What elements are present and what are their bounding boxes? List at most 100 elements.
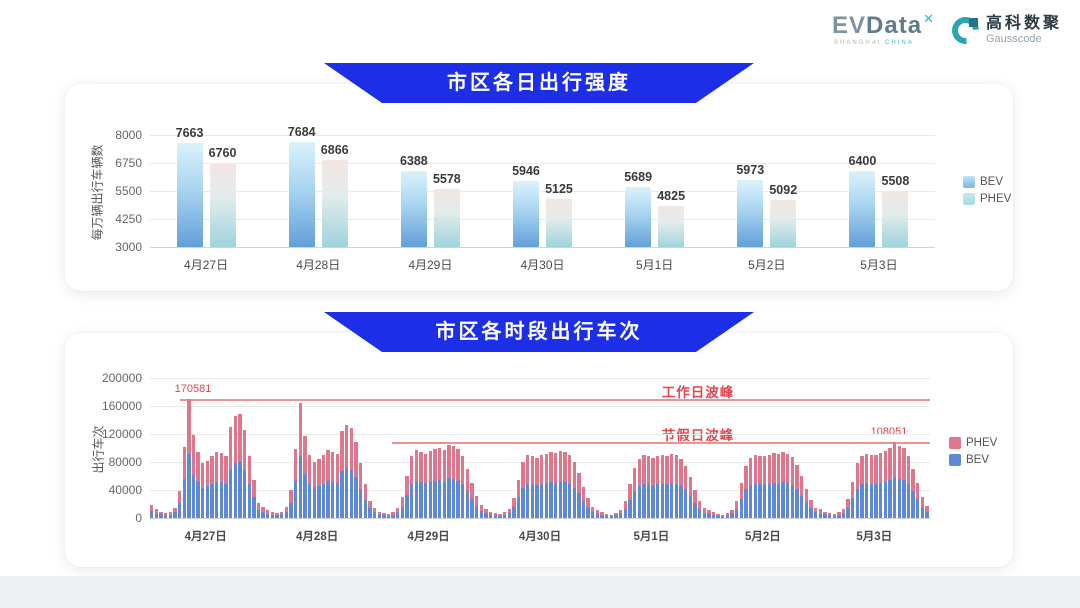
stacked-bar[interactable] — [906, 456, 911, 518]
stacked-bar[interactable] — [600, 512, 604, 518]
stacked-bar[interactable] — [632, 467, 637, 518]
stacked-bar[interactable] — [228, 427, 233, 518]
stacked-bar[interactable] — [312, 462, 316, 518]
stacked-bar[interactable] — [507, 508, 511, 518]
bev-bar[interactable] — [288, 142, 315, 247]
stacked-bar[interactable] — [461, 456, 465, 518]
stacked-bar[interactable] — [437, 448, 442, 518]
stacked-bar[interactable] — [911, 469, 915, 518]
stacked-bar[interactable] — [428, 450, 432, 518]
stacked-bar[interactable] — [233, 415, 237, 518]
stacked-bar[interactable] — [883, 450, 887, 518]
bev-bar[interactable] — [625, 186, 652, 247]
stacked-bar[interactable] — [841, 508, 846, 518]
stacked-bar[interactable] — [182, 447, 186, 518]
stacked-bar[interactable] — [577, 473, 581, 518]
phev-bar[interactable] — [209, 162, 236, 247]
stacked-bar[interactable] — [869, 455, 874, 518]
stacked-bar[interactable] — [804, 488, 809, 518]
stacked-bar[interactable] — [916, 483, 920, 518]
stacked-bar[interactable] — [897, 445, 901, 518]
phev-bar[interactable] — [658, 206, 685, 247]
stacked-bar[interactable] — [340, 430, 344, 519]
stacked-bar[interactable] — [530, 456, 535, 518]
stacked-bar[interactable] — [349, 428, 354, 518]
stacked-bar[interactable] — [433, 449, 437, 518]
stacked-bar[interactable] — [205, 460, 210, 518]
stacked-bar[interactable] — [846, 499, 850, 518]
stacked-bar[interactable] — [252, 479, 256, 518]
stacked-bar[interactable] — [716, 513, 720, 518]
bev-bar[interactable] — [849, 170, 876, 247]
stacked-bar[interactable] — [614, 513, 618, 518]
stacked-bar[interactable] — [535, 457, 539, 518]
stacked-bar[interactable] — [526, 455, 530, 518]
stacked-bar[interactable] — [247, 456, 251, 518]
stacked-bar[interactable] — [484, 508, 488, 518]
stacked-bar[interactable] — [196, 451, 200, 519]
stacked-bar[interactable] — [902, 448, 906, 518]
stacked-bar[interactable] — [748, 457, 753, 518]
stacked-bar[interactable] — [345, 424, 349, 518]
stacked-bar[interactable] — [786, 453, 790, 518]
stacked-bar[interactable] — [832, 513, 836, 518]
stacked-bar[interactable] — [739, 483, 744, 518]
bev-bar[interactable] — [737, 180, 764, 247]
stacked-bar[interactable] — [298, 403, 302, 518]
stacked-bar[interactable] — [591, 506, 595, 518]
stacked-bar[interactable] — [767, 455, 771, 518]
stacked-bar[interactable] — [326, 450, 330, 518]
stacked-bar[interactable] — [683, 465, 688, 519]
stacked-bar[interactable] — [925, 506, 929, 518]
stacked-bar[interactable] — [865, 453, 869, 518]
stacked-bar[interactable] — [400, 497, 405, 518]
stacked-bar[interactable] — [317, 459, 321, 518]
stacked-bar[interactable] — [656, 456, 660, 518]
stacked-bar[interactable] — [516, 479, 521, 518]
stacked-bar[interactable] — [809, 499, 813, 518]
stacked-bar[interactable] — [242, 429, 247, 518]
stacked-bar[interactable] — [442, 450, 446, 518]
stacked-bar[interactable] — [502, 512, 507, 518]
stacked-bar[interactable] — [693, 490, 697, 518]
stacked-bar[interactable] — [280, 511, 284, 518]
stacked-bar[interactable] — [553, 452, 558, 518]
stacked-bar[interactable] — [642, 455, 646, 518]
stacked-bar[interactable] — [813, 507, 818, 519]
stacked-bar[interactable] — [303, 436, 307, 518]
stacked-bar[interactable] — [391, 512, 395, 518]
stacked-bar[interactable] — [623, 501, 627, 518]
stacked-bar[interactable] — [888, 448, 892, 518]
stacked-bar[interactable] — [618, 509, 623, 518]
legend-item-phev[interactable]: PHEV — [949, 437, 997, 449]
stacked-bar[interactable] — [201, 463, 205, 518]
stacked-bar[interactable] — [781, 452, 785, 518]
stacked-bar[interactable] — [382, 513, 386, 518]
stacked-bar[interactable] — [688, 477, 692, 518]
stacked-bar[interactable] — [266, 510, 270, 518]
stacked-bar[interactable] — [475, 495, 479, 518]
stacked-bar[interactable] — [321, 455, 326, 518]
stacked-bar[interactable] — [154, 508, 159, 518]
stacked-bar[interactable] — [697, 500, 702, 519]
stacked-bar[interactable] — [191, 434, 196, 518]
stacked-bar[interactable] — [256, 502, 261, 518]
stacked-bar[interactable] — [219, 452, 224, 518]
stacked-bar[interactable] — [679, 458, 683, 519]
stacked-bar[interactable] — [275, 513, 279, 518]
stacked-bar[interactable] — [386, 513, 391, 518]
stacked-bar[interactable] — [702, 508, 706, 518]
stacked-bar[interactable] — [168, 512, 172, 518]
stacked-bar[interactable] — [261, 506, 265, 518]
stacked-bar[interactable] — [572, 462, 576, 518]
stacked-bar[interactable] — [414, 450, 419, 518]
stacked-bar[interactable] — [354, 442, 358, 518]
stacked-bar[interactable] — [447, 444, 451, 519]
stacked-bar[interactable] — [150, 505, 154, 518]
phev-bar[interactable] — [882, 190, 909, 247]
stacked-bar[interactable] — [224, 456, 228, 518]
stacked-bar[interactable] — [465, 469, 470, 518]
legend-item-phev[interactable]: PHEV — [963, 193, 1011, 205]
bev-bar[interactable] — [400, 171, 427, 247]
stacked-bar[interactable] — [419, 451, 423, 519]
